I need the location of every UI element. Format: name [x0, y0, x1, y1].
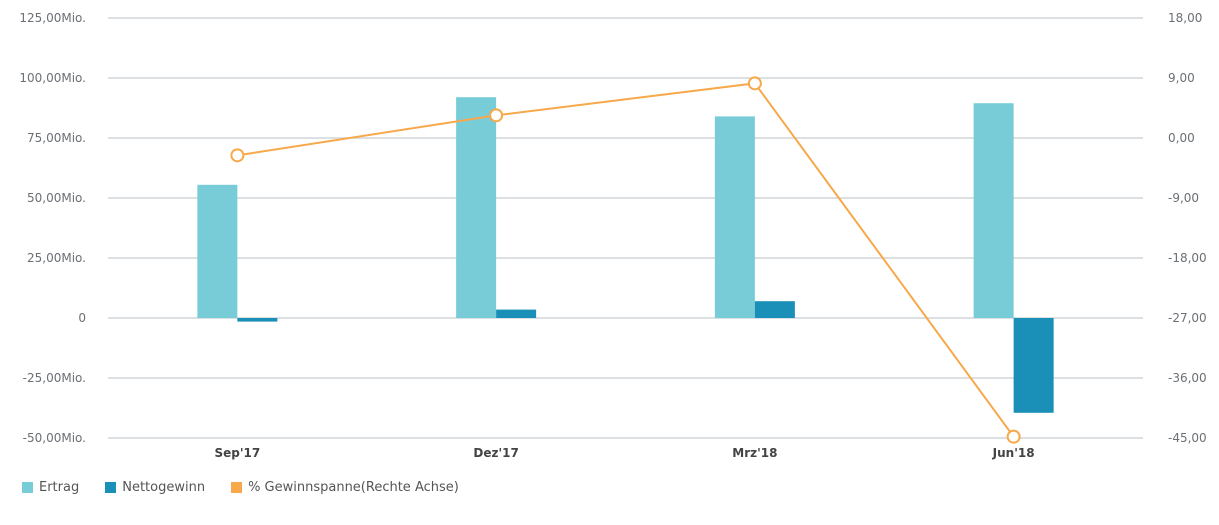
- bar-ertrag: [197, 184, 238, 318]
- legend-item-gewinnspanne[interactable]: % Gewinnspanne(Rechte Achse): [231, 480, 459, 495]
- bar-nettogewinn: [237, 318, 278, 322]
- category-label: Jun'18: [992, 446, 1035, 460]
- right-axis-tick-label: -45,00: [1168, 431, 1207, 445]
- left-axis-tick-label: -25,00Mio.: [23, 371, 86, 385]
- left-axis-tick-label: -50,00Mio.: [23, 431, 86, 445]
- left-axis-tick-label: 75,00Mio.: [27, 131, 86, 145]
- combo-chart: 125,00Mio. 100,00Mio. 75,00Mio. 50,00Mio. 25…: [19, 11, 1207, 460]
- right-axis-tick-label: 18,00: [1168, 11, 1202, 25]
- category-label: Mrz'18: [732, 446, 777, 460]
- bar-ertrag: [973, 103, 1014, 318]
- legend-label-nettogewinn: Nettogewinn: [122, 480, 206, 495]
- point-gewinnspanne: [230, 148, 245, 163]
- legend-item-ertrag[interactable]: Ertrag: [22, 480, 79, 495]
- point-gewinnspanne: [747, 76, 762, 91]
- left-axis-tick-label: 100,00Mio.: [19, 71, 86, 85]
- right-axis-tick-label: -27,00: [1168, 311, 1207, 325]
- legend-swatch-nettogewinn: [105, 482, 117, 493]
- right-axis-tick-label: -18,00: [1168, 251, 1207, 265]
- right-axis-tick-label: -9,00: [1168, 191, 1199, 205]
- point-gewinnspanne: [489, 108, 504, 123]
- bar-nettogewinn: [754, 301, 795, 318]
- legend-label-gewinnspanne: % Gewinnspanne(Rechte Achse): [248, 480, 459, 495]
- left-axis-tick-label: 25,00Mio.: [27, 251, 86, 265]
- category-label: Sep'17: [215, 446, 261, 460]
- legend-label-ertrag: Ertrag: [39, 480, 80, 495]
- bar-nettogewinn: [1013, 318, 1054, 413]
- right-axis-tick-label: 0,00: [1168, 131, 1195, 145]
- left-axis-tick-label: 0: [78, 311, 86, 325]
- bar-nettogewinn: [496, 309, 537, 318]
- legend-item-nettogewinn[interactable]: Nettogewinn: [105, 480, 205, 495]
- category-label: Dez'17: [473, 446, 518, 460]
- right-axis-tick-label: -36,00: [1168, 371, 1207, 385]
- left-axis-tick-label: 125,00Mio.: [19, 11, 86, 25]
- line-gewinnspanne: [237, 82, 1015, 438]
- legend-swatch-ertrag: [22, 482, 33, 493]
- bar-ertrag: [714, 116, 755, 319]
- point-gewinnspanne: [1006, 429, 1021, 444]
- legend: Ertrag Nettogewinn % Gewinnspanne(Rechte…: [22, 480, 459, 495]
- legend-swatch-gewinnspanne: [231, 482, 243, 493]
- right-axis-tick-label: 9,00: [1168, 71, 1195, 85]
- left-axis-tick-label: 50,00Mio.: [27, 191, 86, 205]
- bar-ertrag: [456, 97, 497, 318]
